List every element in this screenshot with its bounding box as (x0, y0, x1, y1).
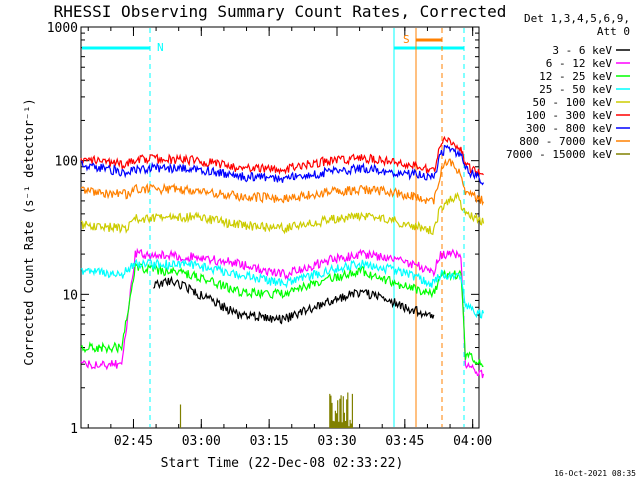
series-line-0 (153, 275, 435, 325)
series-line-4 (81, 191, 485, 236)
legend-header-line-1: Det 1,3,4,5,6,9, (524, 12, 630, 25)
y-tick-label: 1 (70, 422, 78, 437)
series-line-1 (80, 247, 485, 379)
x-axis-ticks: 02:45 03:00 03:15 03:30 03:45 04:00 (87, 27, 492, 449)
series-line-6 (80, 144, 485, 186)
chart-title: RHESSI Observing Summary Count Rates, Co… (54, 2, 507, 21)
series-line-2 (80, 261, 484, 368)
legend-label-2: 12 - 25 keV (539, 70, 612, 83)
annotation-n: N (157, 41, 164, 54)
annotation-s: S (403, 33, 410, 46)
x-axis-label: Start Time (22-Dec-08 02:33:22) (161, 456, 404, 471)
legend-label-1: 6 - 12 keV (546, 57, 613, 70)
x-tick-label: 02:45 (114, 434, 153, 449)
legend-label-4: 50 - 100 keV (533, 96, 613, 109)
y-axis-ticks: 1000 100 10 1 (47, 21, 479, 437)
legend-label-5: 100 - 300 keV (526, 109, 612, 122)
legend-header-line-2: Att 0 (597, 25, 630, 38)
legend-label-8: 7000 - 15000 keV (506, 148, 612, 161)
legend-label-3: 25 - 50 keV (539, 83, 612, 96)
legend-label-6: 300 - 800 keV (526, 122, 612, 135)
legend-label-7: 800 - 7000 keV (519, 135, 612, 148)
x-tick-label: 03:30 (317, 434, 356, 449)
series-line-7 (80, 158, 485, 206)
series-line-8 (179, 392, 353, 428)
attenuator-mode-bars: N S (82, 28, 465, 427)
series-lines (80, 135, 485, 428)
x-tick-label: 03:00 (182, 434, 221, 449)
generated-timestamp: 16-Oct-2021 08:35 (554, 469, 636, 478)
x-tick-label: 03:15 (250, 434, 289, 449)
y-axis-label: Corrected Count Rate (s⁻¹ detector⁻¹) (22, 98, 36, 365)
y-tick-label: 1000 (47, 21, 78, 36)
series-line-3 (80, 258, 485, 319)
legend-label-0: 3 - 6 keV (552, 44, 612, 57)
series-line-5 (80, 135, 484, 176)
y-tick-label: 100 (55, 155, 78, 170)
x-tick-label: 03:45 (385, 434, 424, 449)
x-tick-label: 04:00 (453, 434, 492, 449)
y-tick-label: 10 (62, 288, 78, 303)
